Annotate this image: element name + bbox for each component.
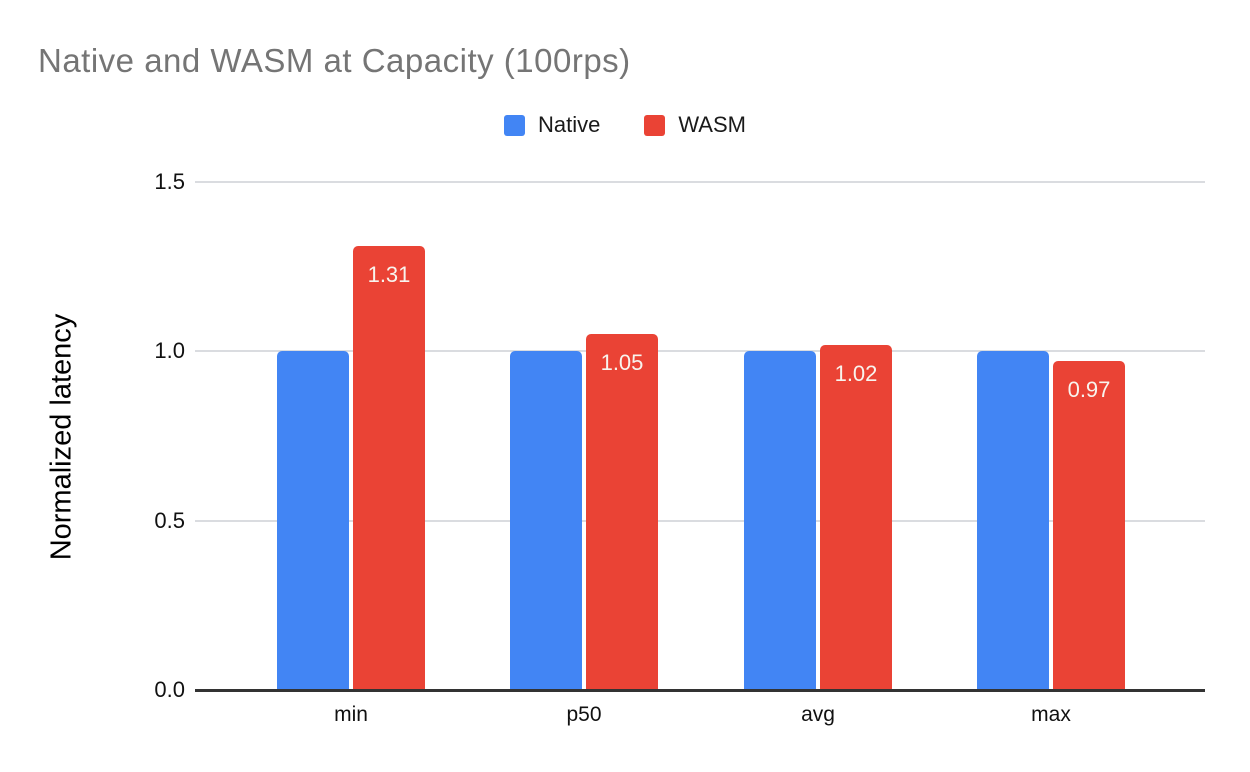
y-tick-label: 1.0 bbox=[154, 338, 185, 364]
bar-wasm-max bbox=[1053, 361, 1125, 690]
x-category-label: p50 bbox=[566, 703, 602, 726]
x-category-label: max bbox=[1031, 703, 1071, 726]
gridline bbox=[195, 181, 1205, 183]
x-axis-line bbox=[195, 689, 1205, 692]
bar-value-label: 0.97 bbox=[1067, 377, 1111, 403]
x-category-label: min bbox=[334, 703, 368, 726]
y-tick-label: 0.0 bbox=[154, 677, 185, 702]
bar-value-label: 1.05 bbox=[600, 350, 644, 376]
legend: Native WASM bbox=[0, 112, 1250, 138]
bar-value-label: 1.31 bbox=[367, 262, 411, 288]
legend-label: WASM bbox=[678, 112, 746, 137]
y-tick-label: 1.5 bbox=[154, 169, 185, 194]
bar-wasm-p50 bbox=[586, 334, 658, 690]
chart-title: Native and WASM at Capacity (100rps) bbox=[38, 42, 631, 79]
legend-label: Native bbox=[538, 112, 601, 137]
bar-native-max bbox=[977, 351, 1049, 690]
gridline bbox=[195, 519, 1205, 522]
legend-item-wasm: WASM bbox=[644, 112, 746, 138]
bar-wasm-min bbox=[353, 246, 425, 690]
bar-wasm-avg bbox=[820, 344, 892, 690]
legend-swatch-wasm bbox=[644, 114, 666, 136]
legend-item-native: Native bbox=[504, 112, 600, 138]
gridline bbox=[195, 350, 1205, 353]
bar-native-avg bbox=[744, 351, 816, 690]
bar-value-label: 1.02 bbox=[834, 360, 878, 386]
bar-native-min bbox=[277, 351, 349, 690]
x-category-label: avg bbox=[801, 703, 835, 726]
y-tick-label: 0.5 bbox=[154, 507, 185, 533]
legend-swatch-native bbox=[504, 114, 525, 136]
y-axis-title: Normalized latency bbox=[45, 313, 78, 561]
bar-native-p50 bbox=[510, 351, 582, 690]
